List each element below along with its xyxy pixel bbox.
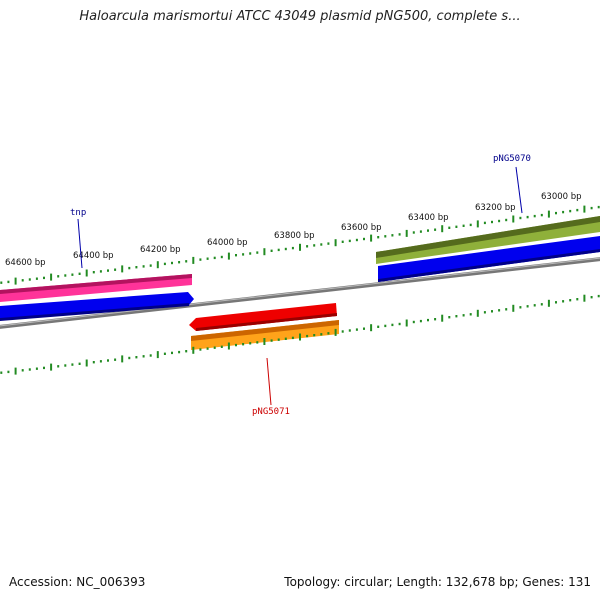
position-label: 64400 bp xyxy=(73,251,114,261)
position-label: 63200 bp xyxy=(475,203,516,213)
position-label: 64200 bp xyxy=(140,245,181,255)
forward-features xyxy=(0,216,600,321)
pNG5071-feature-bar-dark xyxy=(191,320,339,341)
pNG5071-leader-line xyxy=(266,357,272,406)
accession-text: Accession: NC_006393 xyxy=(9,575,146,589)
gene-labels: tnp pNG5070 pNG5071 xyxy=(70,154,531,417)
pNG5070-cds-bar[interactable] xyxy=(378,236,600,282)
position-label: 63000 bp xyxy=(541,192,582,202)
map-title: Haloarcula marismortui ATCC 43049 plasmi… xyxy=(79,9,521,24)
upper-tick-row xyxy=(0,205,600,285)
tnp-cds-arrow-shadow xyxy=(0,303,189,321)
position-label: 64000 bp xyxy=(207,238,248,248)
position-labels: 64600 bp 64400 bp 64200 bp 64000 bp 6380… xyxy=(5,192,582,268)
position-label: 63600 bp xyxy=(341,223,382,233)
tnp-leader-line xyxy=(77,218,83,269)
lower-tick-row xyxy=(0,294,600,375)
gene-label-pNG5070[interactable]: pNG5070 xyxy=(493,154,531,164)
pNG5071-cds-arrow[interactable] xyxy=(189,303,337,331)
position-label: 64600 bp xyxy=(5,258,46,268)
pNG5070-leader-line xyxy=(515,166,523,214)
tnp-feature-bar-dark xyxy=(0,274,192,294)
tnp-cds-arrow[interactable] xyxy=(0,292,194,320)
map-summary-text: Topology: circular; Length: 132,678 bp; … xyxy=(284,575,591,589)
pNG5070-cds-shadow xyxy=(378,249,600,282)
pNG5070-feature-bar-dark xyxy=(376,216,600,258)
pNG5071-cds-shadow xyxy=(196,313,337,331)
position-label: 63800 bp xyxy=(274,231,315,241)
position-label: 63400 bp xyxy=(408,213,449,223)
gene-label-tnp[interactable]: tnp xyxy=(70,208,86,218)
gene-label-pNG5071[interactable]: pNG5071 xyxy=(252,407,290,417)
backbone-highlight xyxy=(0,257,600,327)
